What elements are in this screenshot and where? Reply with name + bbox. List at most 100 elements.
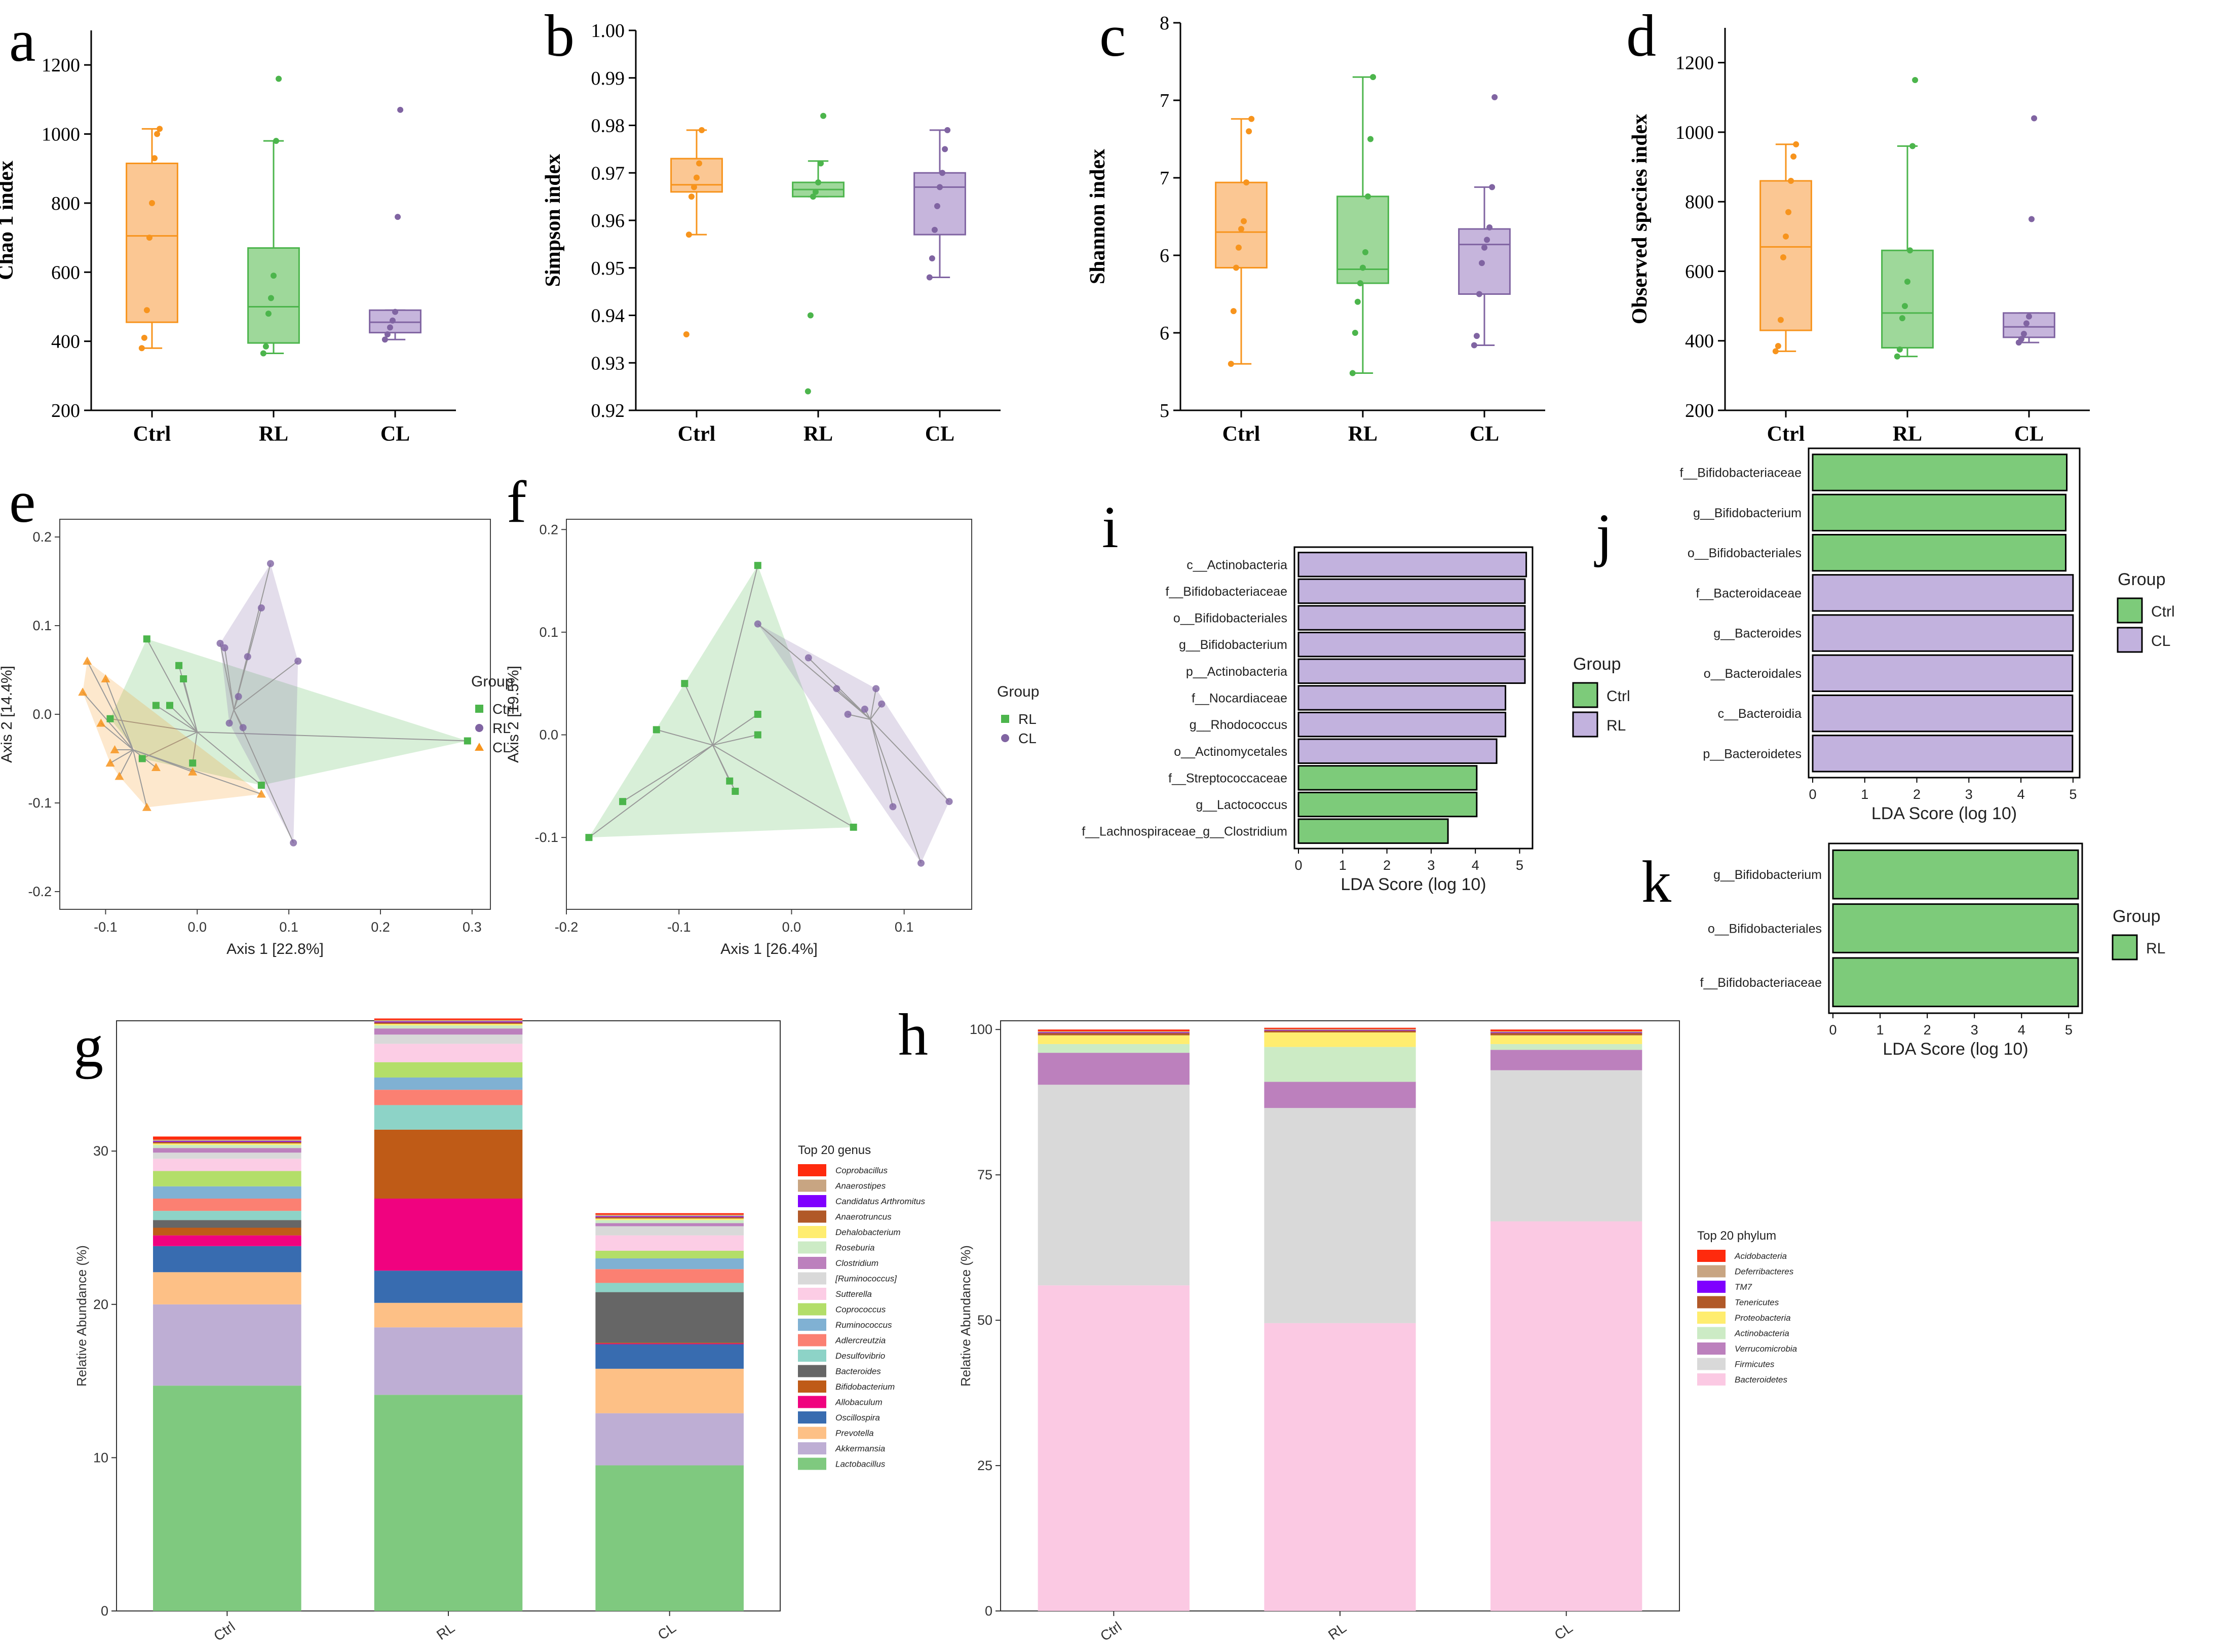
data-point	[1352, 330, 1358, 336]
y-tick-label: 0.95	[591, 258, 625, 279]
data-point	[1246, 128, 1252, 135]
data-point	[1899, 315, 1905, 322]
data-point	[271, 273, 277, 279]
hull-rl	[589, 565, 854, 838]
point-ctrl	[257, 782, 265, 789]
point-cl	[188, 767, 198, 776]
x-tick-label: 5	[2069, 787, 2077, 802]
data-point	[151, 155, 158, 162]
lda-bar	[1812, 614, 2074, 652]
spider-line	[132, 749, 147, 808]
data-point	[699, 127, 705, 133]
x-tick-label: CL	[2014, 422, 2044, 446]
x-tick-label: 3	[1965, 787, 1973, 802]
x-tick-label: 2	[1913, 787, 1921, 802]
bar-segment-coprobacillus	[374, 1018, 523, 1020]
point-cl	[878, 700, 886, 708]
bar-segment-firmicutes	[1038, 1085, 1190, 1286]
point-rl	[225, 719, 233, 727]
data-point	[1489, 184, 1496, 190]
y-tick-label: 0.1	[539, 625, 558, 640]
y-axis-title: Axis 2 [19.5%]	[505, 666, 522, 763]
bar-segment-verrucomicrobia	[1490, 1050, 1642, 1070]
data-point	[934, 203, 940, 209]
data-point	[1228, 361, 1234, 367]
y-tick-label: 0	[985, 1603, 992, 1619]
data-point	[1357, 280, 1363, 287]
point-ctrl	[175, 662, 183, 669]
y-tick-label: 0.1	[32, 618, 52, 633]
data-point	[815, 179, 821, 185]
bar-segment-tm7	[1038, 1032, 1190, 1033]
point-cl	[805, 654, 812, 662]
data-point	[929, 255, 935, 261]
y-tick-label: 1.00	[591, 20, 625, 42]
lda-bar	[1297, 552, 1527, 578]
x-tick-label: -0.1	[667, 919, 691, 935]
data-point	[2031, 115, 2038, 122]
bar-segment-anaerostipes	[153, 1139, 301, 1141]
lda-bar	[1812, 694, 2074, 733]
x-tick-label: 0.1	[895, 919, 914, 935]
spider-line	[224, 647, 235, 710]
legend-label: Allobaculum	[835, 1398, 883, 1407]
point-rl	[754, 562, 761, 569]
box-group-rl	[1336, 74, 1389, 376]
y-tick-label: 50	[977, 1313, 992, 1328]
point-rl	[221, 644, 228, 651]
legend-key	[798, 1257, 826, 1269]
lda-bar	[1297, 605, 1526, 631]
legend-label: [Ruminococcus]	[835, 1274, 897, 1284]
y-tick-label: 10	[93, 1450, 108, 1465]
bar-label: o__Actinomycetales	[1174, 745, 1287, 759]
bar-segment-deferribacteres	[1264, 1029, 1416, 1030]
legend-key	[798, 1334, 826, 1347]
data-point	[805, 388, 811, 395]
legend-key	[798, 1319, 826, 1331]
legend-label: Tenericutes	[1735, 1298, 1779, 1308]
legend-label: TM7	[1735, 1282, 1752, 1292]
bar-segment-prevotella	[153, 1272, 301, 1304]
bar-segment-lactobacillus	[595, 1465, 744, 1611]
legend: Group Ctrl CL	[2117, 570, 2175, 653]
data-point	[1248, 116, 1255, 122]
point-cl	[917, 859, 925, 867]
y-axis-title: Simpson index	[542, 154, 565, 287]
data-point	[157, 126, 163, 132]
point-rl	[239, 724, 247, 732]
lda-bar	[1812, 453, 2068, 491]
data-point	[1481, 244, 1487, 251]
legend-label: Anaerostipes	[835, 1181, 886, 1191]
spider-line	[146, 638, 198, 733]
legend-key	[798, 1457, 826, 1470]
data-point	[1901, 303, 1908, 310]
x-tick-label: 3	[1427, 858, 1435, 873]
data-point	[939, 170, 946, 176]
x-axis-title: Axis 1 [22.8%]	[226, 941, 324, 957]
data-point	[1788, 178, 1794, 184]
data-point	[1783, 233, 1789, 240]
x-tick-label: 0.3	[463, 919, 482, 935]
y-tick-label: 0.2	[32, 529, 52, 545]
legend-label: Coprococcus	[835, 1305, 886, 1315]
legend-title: Top 20 phylum	[1697, 1229, 1776, 1243]
legend-key	[798, 1195, 826, 1207]
x-tick-label: 2	[1924, 1022, 1931, 1038]
legend-key	[1697, 1265, 1726, 1278]
bar-segment-coprococcus	[374, 1062, 523, 1078]
legend-key	[1697, 1281, 1726, 1293]
spider-line	[169, 705, 198, 733]
box-group-cl	[369, 106, 422, 343]
spider-line	[100, 722, 134, 750]
y-axis-title: Relative Abundance (%)	[74, 1245, 89, 1387]
y-tick-label: -0.2	[28, 884, 52, 899]
bar-segment--ruminococcus-	[374, 1034, 523, 1044]
y-tick-label: 25	[977, 1458, 992, 1473]
x-tick-label: 5	[1516, 858, 1523, 873]
point-rl	[726, 777, 734, 785]
legend-label: RL	[1606, 717, 1626, 734]
bar-segment-proteobacteria	[1038, 1035, 1190, 1044]
legend-key	[798, 1350, 826, 1362]
x-tick-label: RL	[259, 422, 288, 446]
x-tick-label: Ctrl	[1767, 422, 1805, 446]
